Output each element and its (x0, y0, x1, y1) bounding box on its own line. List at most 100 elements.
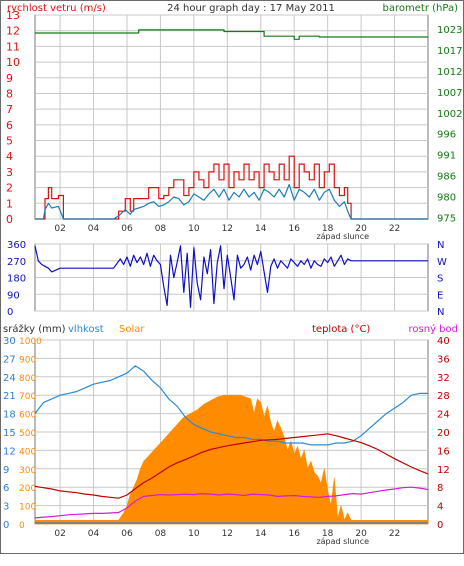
compass-label: N (437, 240, 444, 251)
solar-tick-label: 200 (19, 484, 36, 494)
temp-tick-label: 20 (437, 428, 450, 439)
temp-tick-label: 24 (437, 410, 450, 421)
solar-tick-label: 900 (19, 355, 36, 365)
graph-frame: 0 1 2 3 4 5 6 7 8 9 10 11 12 13 975 980 986 991 996 1002 100… (0, 0, 464, 554)
direction-tick-label: 90 (7, 290, 20, 301)
direction-tick-label: 0 (7, 307, 13, 318)
wind-speed-tick-label: 5 (6, 135, 13, 148)
pressure-tick-label: 1002 (437, 109, 462, 120)
compass-label: E (437, 290, 443, 301)
temp-tick-label: 8 (437, 483, 443, 494)
rain-tick-label: 27 (3, 354, 16, 365)
pressure-axis-title: barometr (hPa) (383, 3, 459, 14)
temperature-axis-title: teplota (°C) (312, 324, 370, 335)
wind-direction-line (34, 245, 428, 308)
rain-tick-label: 0 (3, 520, 9, 531)
wind-panel-x-tick-label: 20 (355, 224, 367, 234)
pressure-tick-label: 980 (437, 193, 456, 204)
wind-speed-tick-label: 11 (6, 40, 20, 53)
solar-tick-label: 500 (19, 429, 36, 439)
solar-tick-label: 100 (19, 503, 36, 513)
solar-tick-label: 400 (19, 447, 36, 457)
rain-tick-label: 12 (3, 446, 16, 457)
wind-speed-tick-label: 0 (6, 213, 13, 226)
temp-tick-label: 16 (437, 446, 450, 457)
wind-speed-tick-label: 1 (6, 197, 13, 210)
sunset-label: západ slunce (316, 232, 369, 241)
temp-tick-label: 4 (437, 502, 443, 513)
solar-area (34, 394, 429, 525)
temp-panel-x-tick-label: 04 (88, 529, 100, 539)
pressure-tick-label: 986 (437, 172, 456, 183)
rain-tick-label: 15 (3, 428, 16, 439)
rain-tick-label: 21 (3, 391, 16, 402)
temp-panel-x-tick-label: 20 (355, 529, 367, 539)
temp-panel-x-tick-label: 08 (155, 529, 167, 539)
compass-label: N (437, 307, 444, 318)
wind-speed-tick-label: 8 (6, 87, 13, 100)
direction-tick-label: 180 (7, 274, 26, 285)
wind-speed-tick-label: 4 (6, 150, 13, 163)
rain-tick-label: 18 (3, 410, 16, 421)
solar-tick-label: 600 (19, 411, 36, 421)
temp-panel-x-tick-label: 22 (389, 529, 400, 539)
wind-panel-x-tick-label: 14 (255, 224, 267, 234)
wind-speed-tick-label: 12 (6, 25, 20, 38)
wind-panel-x-tick-label: 12 (222, 224, 233, 234)
sunset-label: západ slunce (316, 537, 369, 546)
rain-tick-label: 30 (3, 336, 16, 347)
temp-panel-x-tick-label: 18 (322, 529, 334, 539)
wind-panel-x-tick-label: 08 (155, 224, 167, 234)
temp-panel-x-tick-label: 12 (222, 529, 233, 539)
temp-tick-label: 28 (437, 391, 450, 402)
temp-tick-label: 12 (437, 465, 450, 476)
wind-panel-area (34, 14, 429, 220)
pressure-tick-label: 975 (437, 213, 456, 224)
humidity-line (34, 365, 428, 446)
compass-label: W (437, 257, 447, 268)
rain-tick-label: 9 (3, 465, 9, 476)
wind-axis-title: rychlost vetru (m/s) (7, 3, 106, 14)
solar-tick-label: 0 (19, 521, 25, 531)
wind-speed-tick-label: 7 (6, 103, 13, 116)
solar-tick-label: 300 (19, 466, 36, 476)
rain-axis-title: srážky (mm) (3, 323, 66, 335)
solar-tick-label: 700 (19, 392, 36, 402)
temperature-line (34, 433, 429, 499)
solar-tick-label: 1000 (19, 337, 42, 347)
wind-panel-x-tick-label: 10 (188, 224, 200, 234)
wind-speed-tick-label: 3 (6, 166, 13, 179)
pressure-tick-label: 991 (437, 151, 456, 162)
direction-tick-label: 360 (7, 240, 26, 251)
wind-panel-x-tick-label: 22 (389, 224, 400, 234)
wind-panel-x-tick-label: 06 (121, 224, 133, 234)
temp-panel-x-tick-label: 10 (188, 529, 200, 539)
pressure-tick-label: 1007 (437, 88, 462, 99)
temp-panel-x-tick-label: 02 (54, 529, 65, 539)
direction-tick-label: 270 (7, 257, 26, 268)
pressure-tick-label: 996 (437, 130, 456, 141)
solar-tick-label: 800 (19, 374, 36, 384)
temp-tick-label: 36 (437, 354, 450, 365)
wind-pressure-panel: 0123456789101112139759809869919961002100… (6, 3, 462, 241)
wind-panel-x-tick-label: 16 (288, 224, 300, 234)
solar-axis-title: Solar (119, 324, 145, 335)
temp-panel-x-tick-label: 16 (288, 529, 300, 539)
compass-label: S (437, 274, 443, 285)
wind-speed-tick-label: 13 (6, 9, 20, 22)
pressure-tick-label: 1012 (437, 67, 462, 78)
weather-24h-chart: 0123456789101112139759809869919961002100… (3, 3, 462, 546)
temp-tick-label: 0 (437, 520, 443, 531)
pressure-tick-label: 1017 (437, 46, 462, 57)
wind-panel-x-tick-label: 18 (322, 224, 334, 234)
wind-average-line (35, 183, 428, 220)
rain-tick-label: 6 (3, 483, 9, 494)
rain-tick-label: 3 (3, 502, 9, 513)
graph-title: 24 hour graph day : 17 May 2011 (167, 3, 335, 14)
dewpoint-axis-title: rosný bod (409, 323, 458, 335)
wind-speed-tick-label: 6 (6, 119, 13, 132)
rain-tick-label: 24 (3, 373, 16, 384)
pressure-line (35, 29, 428, 40)
